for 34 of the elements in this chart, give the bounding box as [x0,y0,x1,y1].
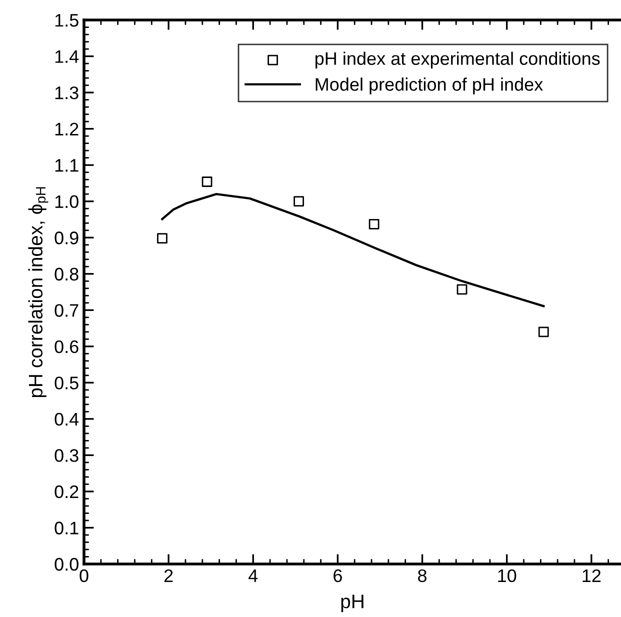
y-tick-label: 0.3 [54,449,78,462]
y-tick-label: 1.5 [55,14,78,27]
x-tick-label: 6 [334,569,342,582]
y-tick-label: 0.4 [54,412,79,426]
y-tick-label: 0.5 [54,376,78,390]
y-axis-title: pH correlation index, ϕ$_{pH}$ [28,187,48,398]
y-tick-label: 0.8 [54,268,78,281]
x-tick-label: 10 [498,569,516,582]
x-tick-label: 0 [80,569,88,582]
y-tick-label: 0.0 [54,558,78,571]
point [456,284,468,295]
point [202,176,212,187]
y-tick-label: 0.9 [54,232,78,244]
x-tick-label: 2 [164,569,173,582]
legend-label: Model prediction of pH index [316,78,543,94]
y-tick-label: 1.0 [55,195,78,208]
y-tick-label: 0.2 [54,485,78,498]
legend-label: pH index at experimental conditions [315,52,600,69]
x-tick-label: 8 [418,569,427,582]
y-tick-label: 0.1 [54,522,78,534]
x-tick-label: 12 [582,569,601,582]
y-tick-label: 1.3 [55,86,78,100]
y-tick-label: 0.6 [54,340,78,354]
y-tick-label: 0.7 [54,304,78,317]
point [538,326,549,338]
point [157,233,168,244]
line-series [161,192,545,308]
x-tick-label: 4 [248,570,258,582]
y-tick-label: 1.1 [55,159,78,172]
y-tick-label: 1.4 [55,50,79,63]
y-tick-label: 1.2 [55,122,78,136]
point [294,196,304,207]
x-axis-title: pH [341,594,364,612]
point [368,218,380,230]
